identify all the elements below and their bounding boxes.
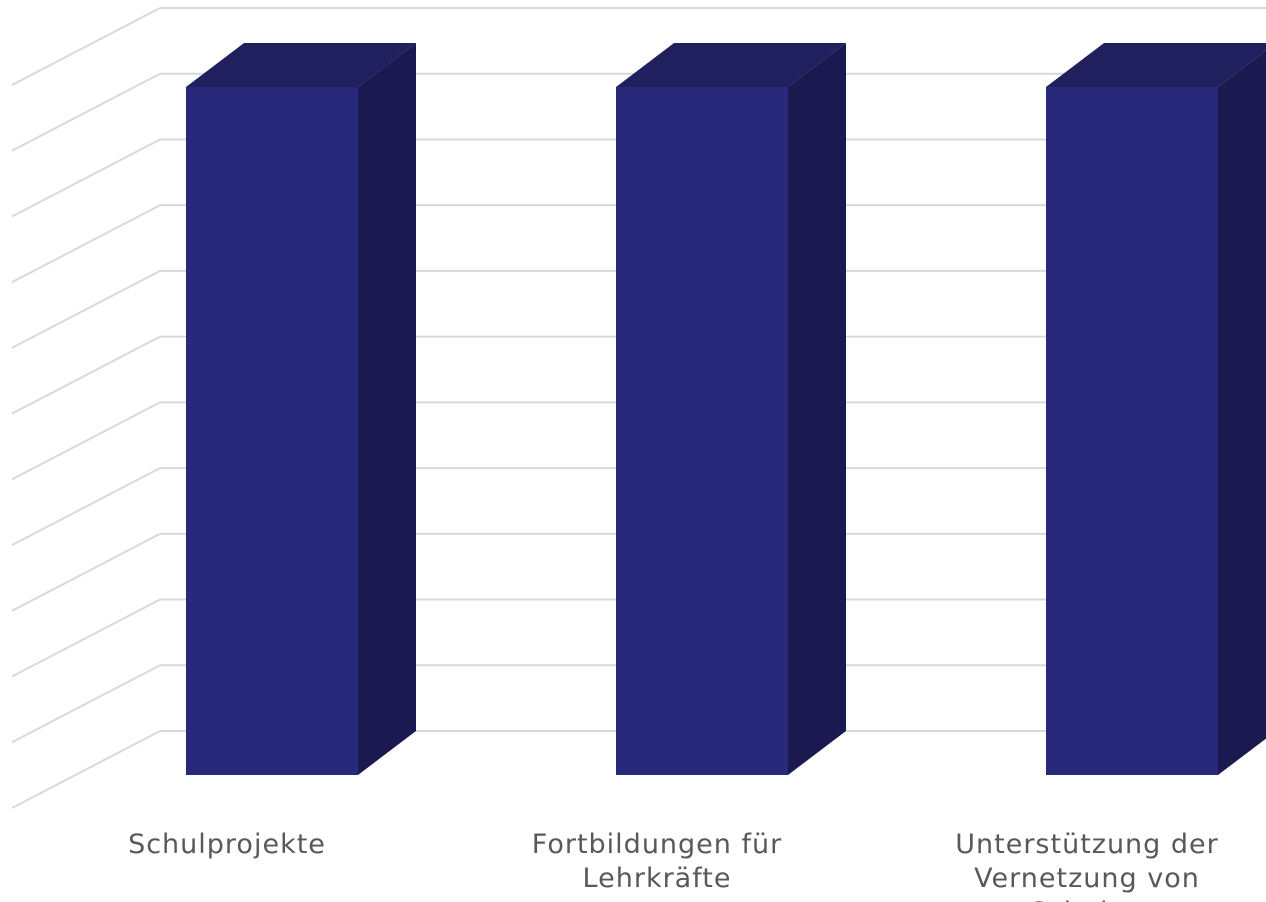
side-gridline [11, 204, 161, 284]
bar-side-face [788, 43, 846, 775]
side-gridline [11, 72, 161, 152]
bar-front-face [616, 87, 788, 775]
bar-top-face [186, 43, 416, 87]
category-label-vernetzung: Unterstützung der Vernetzung von Schulen [955, 829, 1219, 902]
bar-side-face [1218, 50, 1266, 775]
bar-front-face [1046, 87, 1218, 775]
category-label-fortbildungen: Fortbildungen für Lehrkräfte [531, 829, 783, 894]
bar-side-face [358, 43, 416, 775]
bar-1 [186, 43, 416, 775]
bars [186, 43, 1266, 775]
side-gridline [11, 467, 161, 546]
side-gridline [11, 335, 161, 415]
bar-top-face [1046, 43, 1266, 87]
bar-2 [616, 43, 846, 775]
side-gridline [11, 401, 161, 481]
bar-top-face [616, 43, 846, 87]
side-gridline [11, 664, 161, 744]
side-gridline [11, 730, 161, 809]
side-gridline [11, 7, 161, 86]
side-gridline [11, 270, 161, 349]
bar-front-face [186, 87, 358, 775]
side-gridline [11, 598, 161, 678]
side-gridline [11, 532, 161, 612]
bar-3 [1046, 43, 1266, 775]
side-gridline [11, 138, 161, 218]
category-label-schulprojekte: Schulprojekte [128, 829, 326, 860]
